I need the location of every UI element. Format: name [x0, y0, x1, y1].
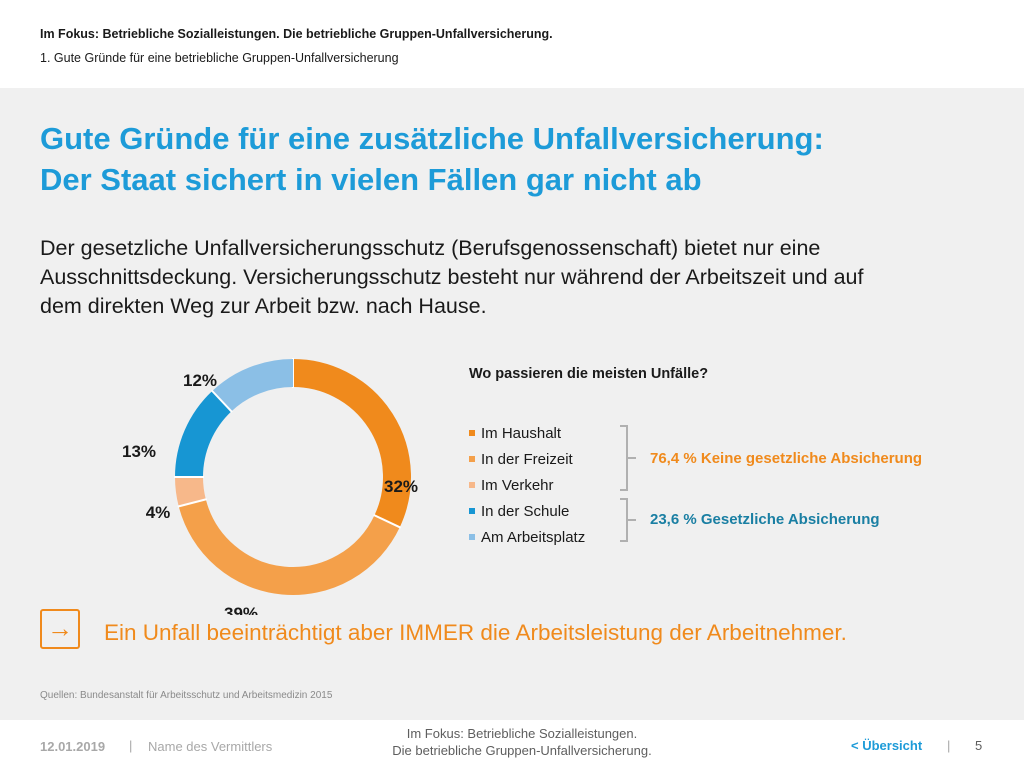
footer-center-line-2: Die betriebliche Gruppen-Unfallversicher… [392, 743, 652, 758]
footer-separator: | [947, 738, 951, 753]
legend-swatch [469, 430, 475, 436]
slice-separator [210, 389, 233, 413]
slice-separator [177, 498, 208, 508]
footer-center-line-1: Im Fokus: Betriebliche Sozialleistungen. [406, 726, 638, 741]
callout-text: Ein Unfall beeinträchtigt aber IMMER die… [104, 620, 847, 645]
title-line-2: Der Staat sichert in vielen Fällen gar n… [40, 162, 702, 197]
slice-separator [373, 513, 402, 529]
legend-swatch [469, 534, 475, 540]
legend-label: Im Haushalt [481, 424, 562, 442]
page-number: 5 [975, 738, 983, 753]
legend-label: Am Arbeitsplatz [481, 528, 586, 546]
intro-line-2: Ausschnittsdeckung. Versicherungsschutz … [40, 265, 864, 289]
legend-swatch [469, 508, 475, 514]
header-bar: Im Fokus: Betriebliche Sozialleistungen.… [0, 0, 1024, 88]
slice-value-label: 32% [384, 477, 418, 496]
intro-line-3: dem direkten Weg zur Arbeit bzw. nach Ha… [40, 294, 487, 318]
donut-slice [175, 476, 206, 507]
page-title: Gute Gründe für eine zusätzliche Unfallv… [40, 118, 1000, 200]
donut-slice [212, 359, 294, 412]
legend-item-arbeitsplatz: Am Arbeitsplatz [469, 524, 585, 550]
group-label-no-coverage: 76,4 % Keine gesetzliche Absicherung [650, 450, 923, 467]
legend-label: In der Schule [481, 502, 570, 520]
legend-item-schule: In der Schule [469, 498, 585, 524]
legend-swatch [469, 456, 475, 462]
header-subtitle: 1. Gute Gründe für eine betriebliche Gru… [40, 51, 399, 65]
donut-slice [175, 390, 232, 478]
title-line-1: Gute Gründe für eine zusätzliche Unfallv… [40, 121, 824, 156]
slide-content [0, 88, 1024, 720]
group-label-coverage: 23,6 % Gesetzliche Absicherung [650, 511, 880, 528]
legend-label: Im Verkehr [481, 476, 554, 494]
donut-slice [178, 499, 400, 595]
chart-legend: Im Haushalt In der Freizeit Im Verkehr I… [469, 420, 585, 550]
footer-center-text: Im Fokus: Betriebliche Sozialleistungen.… [362, 725, 682, 759]
slice-value-label: 39% [224, 604, 258, 615]
donut-chart: 32% 39% 4% 13% 12% [122, 358, 418, 615]
bracket-coverage [620, 498, 636, 542]
legend-item-haushalt: Im Haushalt [469, 420, 585, 446]
footer-agent-name: Name des Vermittlers [148, 739, 273, 754]
legend-label: In der Freizeit [481, 450, 573, 468]
intro-line-1: Der gesetzliche Unfallversicherungsschut… [40, 236, 821, 260]
slice-value-label: 12% [183, 371, 217, 390]
footer-separator: | [129, 738, 133, 753]
slice-value-label: 4% [146, 503, 171, 522]
footer-bar: 12.01.2019 | Name des Vermittlers Im Fok… [0, 720, 1024, 768]
overview-link[interactable]: < Übersicht [851, 738, 923, 753]
arrow-right-icon: → [40, 609, 80, 649]
legend-swatch [469, 482, 475, 488]
legend-item-freizeit: In der Freizeit [469, 446, 585, 472]
bracket-no-coverage [620, 425, 636, 491]
source-note: Quellen: Bundesanstalt für Arbeitsschutz… [40, 690, 333, 701]
footer-date: 12.01.2019 [40, 739, 106, 754]
legend-item-verkehr: Im Verkehr [469, 472, 585, 498]
donut-slice [292, 359, 411, 528]
slice-value-label: 13% [122, 442, 156, 461]
chart-title: Wo passieren die meisten Unfälle? [469, 366, 709, 382]
header-title: Im Fokus: Betriebliche Sozialleistungen.… [40, 27, 553, 41]
intro-text: Der gesetzliche Unfallversicherungsschut… [40, 234, 1000, 321]
